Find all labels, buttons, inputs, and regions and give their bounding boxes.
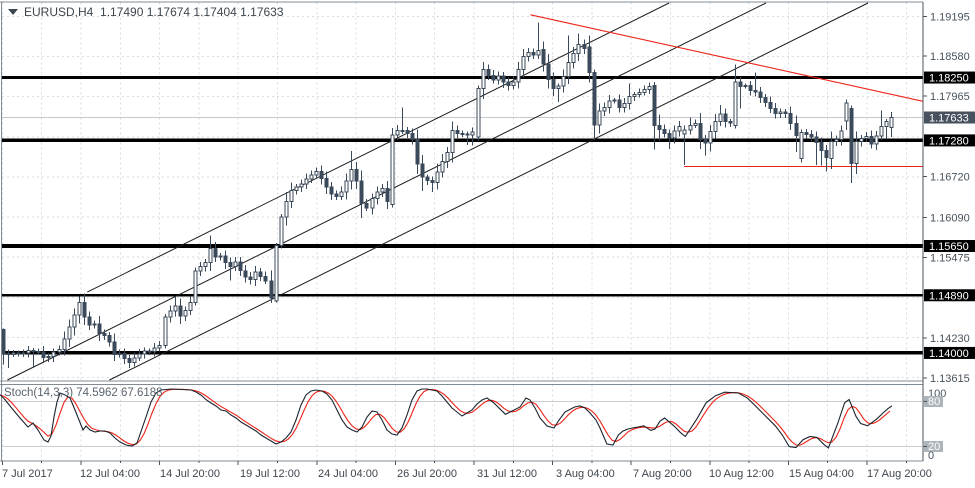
svg-text:12 Jul 04:00: 12 Jul 04:00 (80, 468, 140, 480)
svg-text:1.14000: 1.14000 (929, 348, 969, 360)
svg-text:1.14230: 1.14230 (930, 333, 970, 345)
svg-text:10 Aug 12:00: 10 Aug 12:00 (709, 468, 774, 480)
svg-text:1.14890: 1.14890 (929, 290, 969, 302)
svg-text:3 Aug 04:00: 3 Aug 04:00 (556, 468, 615, 480)
svg-text:1.17965: 1.17965 (930, 91, 970, 103)
svg-text:1.18250: 1.18250 (929, 73, 969, 85)
svg-text:31 Jul 12:00: 31 Jul 12:00 (477, 468, 537, 480)
svg-text:7 Jul 2017: 7 Jul 2017 (2, 468, 53, 480)
svg-text:1.19195: 1.19195 (930, 11, 970, 23)
svg-text:1.18580: 1.18580 (930, 51, 970, 63)
svg-text:1.16720: 1.16720 (930, 172, 970, 184)
svg-text:1.15650: 1.15650 (929, 241, 969, 253)
svg-text:19 Jul 12:00: 19 Jul 12:00 (240, 468, 300, 480)
svg-text:7 Aug 20:00: 7 Aug 20:00 (633, 468, 692, 480)
svg-text:1.17280: 1.17280 (929, 135, 969, 147)
svg-text:Stoch(14,3,3) 74.5962 67.6188: Stoch(14,3,3) 74.5962 67.6188 (4, 387, 163, 399)
svg-text:20: 20 (928, 441, 940, 453)
svg-text:26 Jul 20:00: 26 Jul 20:00 (397, 468, 457, 480)
svg-text:14 Jul 20:00: 14 Jul 20:00 (160, 468, 220, 480)
svg-text:15 Aug 04:00: 15 Aug 04:00 (789, 468, 854, 480)
svg-text:1.13615: 1.13615 (930, 373, 970, 385)
svg-text:1.15475: 1.15475 (930, 252, 970, 264)
svg-text:0: 0 (928, 450, 934, 462)
svg-text:1.17633: 1.17633 (929, 113, 969, 125)
svg-text:EURUSD,H4 1.17490 1.17674 1.1: EURUSD,H4 1.17490 1.17674 1.17404 1.1763… (24, 5, 284, 19)
svg-text:24 Jul 04:00: 24 Jul 04:00 (318, 468, 378, 480)
svg-text:17 Aug 20:00: 17 Aug 20:00 (867, 468, 932, 480)
svg-text:1.16090: 1.16090 (930, 213, 970, 225)
svg-text:80: 80 (928, 396, 940, 408)
